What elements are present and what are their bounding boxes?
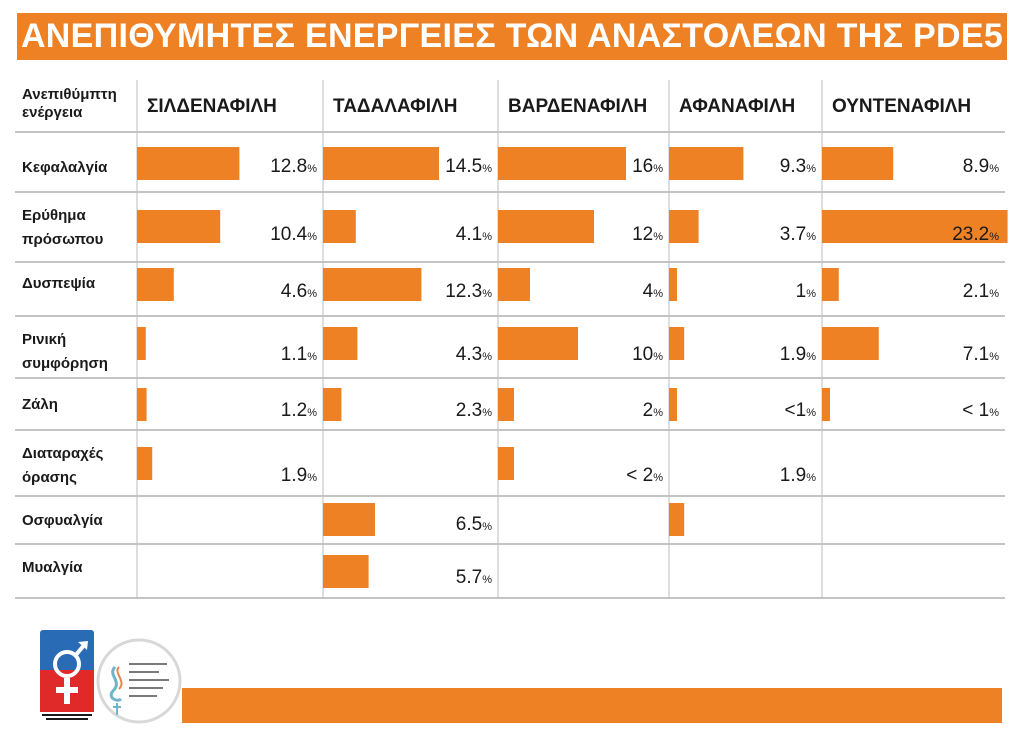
row-header-label: Ανεπιθύμπτη xyxy=(22,86,117,103)
value-label: 1.9% xyxy=(281,465,317,486)
value-label: 16% xyxy=(632,156,663,177)
value-label: < 2% xyxy=(626,465,663,486)
bar xyxy=(323,210,356,243)
value-label: 23.2% xyxy=(952,224,999,245)
value-label: 10% xyxy=(632,344,663,365)
bar xyxy=(669,327,685,360)
category-label: Ερύθημα xyxy=(22,207,86,224)
category-label: Κεφαλαλγία xyxy=(22,159,108,176)
bar xyxy=(822,268,839,301)
category-label: Δυσπεψία xyxy=(22,275,96,292)
column-header: ΑΦΑΝΑΦΙΛΗ xyxy=(679,96,795,117)
bar xyxy=(498,447,514,480)
bar xyxy=(669,147,744,180)
value-label: 4.1% xyxy=(456,224,492,245)
bar xyxy=(498,268,530,301)
bar xyxy=(498,388,514,421)
value-label: 6.5% xyxy=(456,514,492,535)
chart-title: ΑΝΕΠΙΘΥΜΗΤΕΣ ΕΝΕΡΓΕΙΕΣ ΤΩΝ ΑΝΑΣΤΟΛΕΩΝ ΤΗ… xyxy=(20,17,1004,55)
bar xyxy=(137,388,147,421)
column-header: ΟΥΝΤΕΝΑΦΙΛΗ xyxy=(832,96,971,117)
bar xyxy=(323,555,369,588)
value-label: 12.8% xyxy=(270,156,317,177)
value-label: 10.4% xyxy=(270,224,317,245)
bar xyxy=(323,268,422,301)
value-label: 3.7% xyxy=(780,224,816,245)
category-label: όρασης xyxy=(22,469,77,486)
value-label: 2.1% xyxy=(963,281,999,302)
category-label: Ρινική xyxy=(22,331,66,348)
category-label: συμφόρηση xyxy=(22,355,108,372)
category-label: Διαταραχές xyxy=(22,445,104,462)
value-label: 2% xyxy=(643,400,664,421)
value-label: 1.9% xyxy=(780,344,816,365)
value-label: <1% xyxy=(785,400,817,421)
bar xyxy=(137,327,146,360)
value-label: 9.3% xyxy=(780,156,816,177)
value-label: 12% xyxy=(632,224,663,245)
bar xyxy=(822,147,894,180)
column-header: ΤΑΔΑΛΑΦΙΛΗ xyxy=(333,96,457,117)
column-header: ΣΙΛΔΕΝΑΦΙΛΗ xyxy=(147,96,277,117)
bar xyxy=(669,503,685,536)
sexual-health-center-logo xyxy=(38,628,96,724)
bar xyxy=(323,388,342,421)
category-label: Ζάλη xyxy=(22,396,58,413)
value-label: 1.2% xyxy=(281,400,317,421)
category-label: πρόσωπου xyxy=(22,231,104,248)
value-label: 5.7% xyxy=(456,567,492,588)
bar xyxy=(498,210,594,243)
category-label: Οσφυαλγία xyxy=(22,512,103,529)
value-label: 4% xyxy=(643,281,664,302)
bar xyxy=(498,327,578,360)
value-label: 1.9% xyxy=(780,465,816,486)
column-header: ΒΑΡΔΕΝΑΦΙΛΗ xyxy=(508,96,647,117)
value-label: 4.6% xyxy=(281,281,317,302)
title-bar: ΑΝΕΠΙΘΥΜΗΤΕΣ ΕΝΕΡΓΕΙΕΣ ΤΩΝ ΑΝΑΣΤΟΛΕΩΝ ΤΗ… xyxy=(17,13,1007,60)
bar xyxy=(323,503,375,536)
bar xyxy=(822,210,1008,243)
bar xyxy=(323,327,358,360)
value-label: 4.3% xyxy=(456,344,492,365)
row-header-label: ενέργεια xyxy=(22,104,83,121)
value-label: 1.1% xyxy=(281,344,317,365)
value-label: 8.9% xyxy=(963,156,999,177)
bar xyxy=(137,147,240,180)
bar xyxy=(669,268,677,301)
value-label: 14.5% xyxy=(445,156,492,177)
bar xyxy=(137,268,174,301)
value-label: 12.3% xyxy=(445,281,492,302)
bar xyxy=(669,210,699,243)
footer-bar xyxy=(182,688,1002,723)
bar xyxy=(498,147,626,180)
bar xyxy=(669,388,677,421)
bar xyxy=(323,147,439,180)
category-label: Μυαλγία xyxy=(22,559,83,576)
urology-institute-logo xyxy=(96,638,182,724)
value-label: 7.1% xyxy=(963,344,999,365)
bar xyxy=(822,388,830,421)
value-label: 2.3% xyxy=(456,400,492,421)
value-label: 1% xyxy=(796,281,817,302)
bar xyxy=(137,447,153,480)
value-label: < 1% xyxy=(962,400,999,421)
bar xyxy=(822,327,879,360)
bar xyxy=(137,210,221,243)
